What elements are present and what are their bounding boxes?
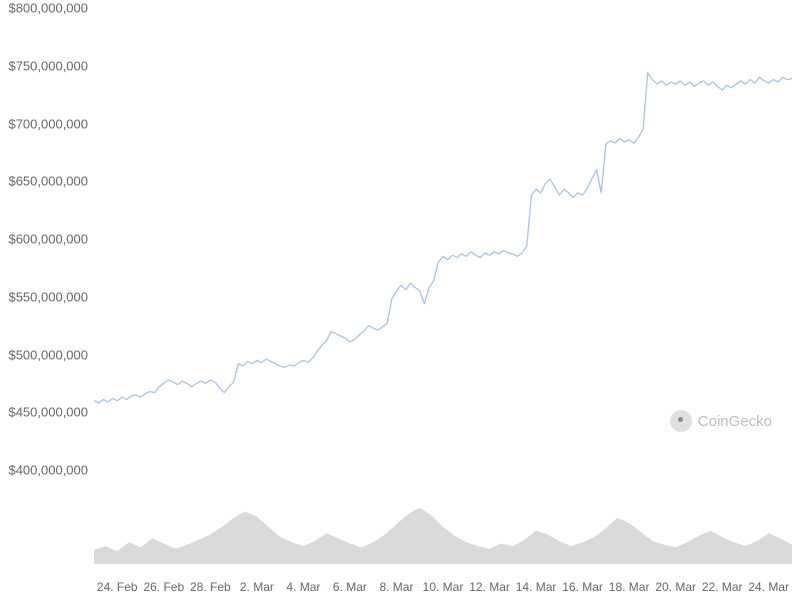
market-cap-chart: $400,000,000 $450,000,000 $500,000,000 $550… [0,0,800,600]
x-axis-label: 24. Feb [97,580,138,594]
x-axis-label: 10. Mar [423,580,464,594]
x-axis-label: 24. Mar [748,580,789,594]
x-axis-label: 28. Feb [190,580,231,594]
x-axis-label: 12. Mar [469,580,510,594]
x-axis-label: 2. Mar [240,580,274,594]
x-axis-label: 20. Mar [655,580,696,594]
x-axis-label: 6. Mar [333,580,367,594]
x-axis-label: 22. Mar [702,580,743,594]
x-axis-label: 18. Mar [609,580,650,594]
x-axis-label: 4. Mar [286,580,320,594]
y-axis-label: $400,000,000 [8,463,88,478]
y-axis-label: $450,000,000 [8,405,88,420]
y-axis-label: $650,000,000 [8,174,88,189]
coingecko-watermark: CoinGecko [670,410,772,432]
y-axis-label: $750,000,000 [8,58,88,73]
chart-svg [0,0,800,600]
x-axis-label: 8. Mar [379,580,413,594]
watermark-text: CoinGecko [698,413,772,430]
x-axis-label: 16. Mar [562,580,603,594]
y-axis-label: $550,000,000 [8,289,88,304]
x-axis-label: 14. Mar [516,580,557,594]
volume-area [94,508,792,564]
y-axis-label: $500,000,000 [8,347,88,362]
y-axis-label: $800,000,000 [8,1,88,16]
x-axis-label: 26. Feb [143,580,184,594]
gecko-icon [670,410,692,432]
y-axis-label: $700,000,000 [8,116,88,131]
y-axis-label: $600,000,000 [8,232,88,247]
price-line [94,73,792,403]
